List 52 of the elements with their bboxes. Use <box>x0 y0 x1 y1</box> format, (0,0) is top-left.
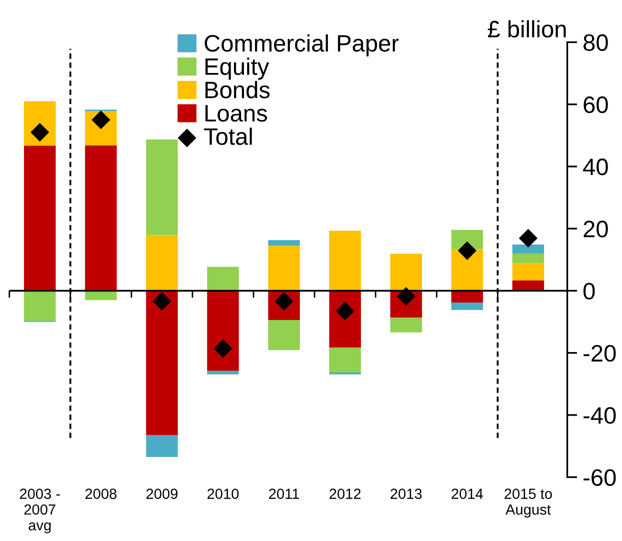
x-tick-label: 2012 <box>330 488 361 499</box>
x-tick-label: 2014 <box>452 488 483 499</box>
y-tick-label: 80 <box>584 34 608 51</box>
bar <box>24 146 56 291</box>
legend-label: Equity <box>205 58 270 80</box>
bar <box>207 266 239 291</box>
y-tick-label: 60 <box>584 96 608 114</box>
bar <box>512 253 544 264</box>
legend-label: Loans <box>205 105 268 122</box>
y-axis-title: £ billion <box>488 20 566 38</box>
bar <box>85 290 117 300</box>
bar <box>451 290 484 303</box>
x-tick-label: 2003 - 2007 avg <box>20 488 60 534</box>
point <box>152 292 172 311</box>
bar <box>85 145 117 291</box>
bar <box>329 348 361 372</box>
bar <box>207 290 239 371</box>
bar <box>146 435 178 457</box>
bar <box>146 290 178 436</box>
y-tick-label: 40 <box>583 158 608 176</box>
x-tick-label: 2010 <box>207 488 239 499</box>
point <box>214 339 232 358</box>
bar <box>146 139 178 235</box>
x-tick-label: 2013 <box>390 488 422 499</box>
y-tick-label: -40 <box>584 407 616 424</box>
bar <box>146 234 178 291</box>
bar <box>268 240 300 246</box>
bar <box>390 317 422 332</box>
x-tick-label: 2011 <box>269 488 299 499</box>
point <box>518 228 538 248</box>
bar <box>329 290 361 348</box>
bar <box>512 263 544 280</box>
bar <box>512 280 544 291</box>
bar <box>512 244 544 254</box>
x-tick-label: 2008 <box>85 488 116 499</box>
x-tick-label: 2009 <box>146 488 178 499</box>
bar <box>329 230 361 291</box>
y-tick-label: 0 <box>583 282 595 300</box>
legend-label: Bonds <box>205 81 270 98</box>
y-tick-label: -20 <box>584 344 616 362</box>
bar <box>390 254 422 291</box>
legend-label: Total <box>204 128 252 145</box>
bar <box>451 302 484 310</box>
bar <box>268 320 300 350</box>
y-tick-label: -60 <box>584 469 616 486</box>
y-tick-label: 20 <box>584 220 608 238</box>
point <box>458 241 476 260</box>
legend-label: Commercial Paper <box>204 34 399 56</box>
bar <box>268 246 300 291</box>
bar <box>207 370 239 374</box>
bar <box>24 290 56 321</box>
x-tick-label: 2015 to August <box>504 488 552 518</box>
